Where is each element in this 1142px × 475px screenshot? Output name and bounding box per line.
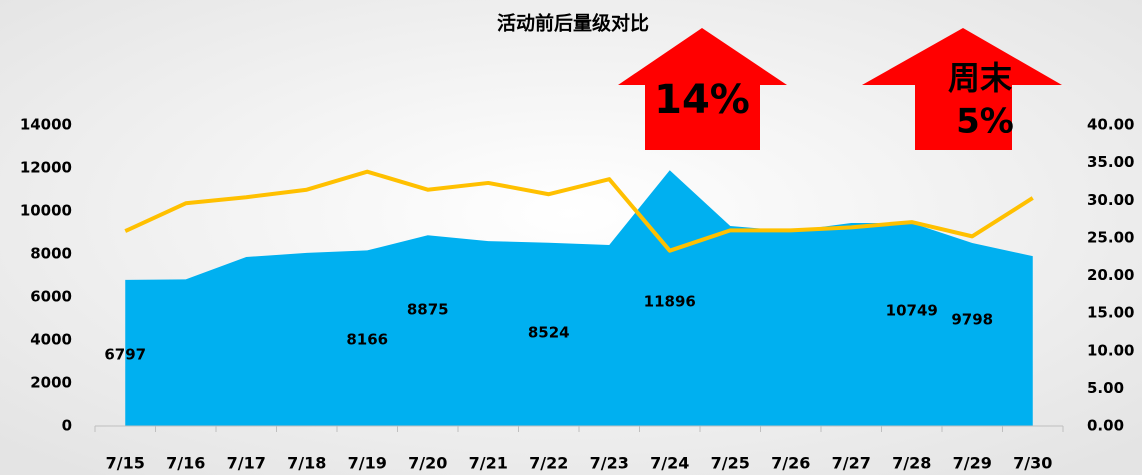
up-arrow xyxy=(862,28,1062,150)
data-label: 8166 xyxy=(346,331,388,349)
up-arrow xyxy=(618,28,787,150)
annotation: 周末 xyxy=(948,59,1012,97)
x-tick-label: 7/20 xyxy=(408,454,447,473)
y-tick-label: 0 xyxy=(62,417,72,435)
y-tick-label: 6000 xyxy=(30,288,72,306)
x-tick-label: 7/22 xyxy=(529,454,568,473)
data-label: 11896 xyxy=(644,293,696,311)
x-tick-label: 7/30 xyxy=(1013,454,1052,473)
x-tick-label: 7/21 xyxy=(469,454,508,473)
data-label: 8875 xyxy=(407,301,449,319)
data-label: 6797 xyxy=(104,346,146,364)
y2-tick-label: 20.00 xyxy=(1087,266,1134,284)
x-tick-label: 7/19 xyxy=(348,454,387,473)
y2-tick-label: 40.00 xyxy=(1087,116,1134,134)
y-tick-label: 4000 xyxy=(30,331,72,349)
plot: 0 2000 4000 6000 8000 10000 12000 14000 0.00 5.00… xyxy=(20,116,1135,473)
y-tick-label: 14000 xyxy=(20,116,72,134)
annotation: 5% xyxy=(956,102,1014,142)
x-tick-label: 7/25 xyxy=(711,454,750,473)
y-tick-label: 8000 xyxy=(30,245,72,263)
y-tick-label: 12000 xyxy=(20,159,72,177)
x-tick-label: 7/27 xyxy=(832,454,871,473)
area xyxy=(125,170,1033,426)
x-tick-label: 7/29 xyxy=(953,454,992,473)
data-label: 8524 xyxy=(528,324,570,342)
x-tick-label: 7/28 xyxy=(892,454,931,473)
y2-tick-label: 30.00 xyxy=(1087,191,1134,209)
x-tick-label: 7/18 xyxy=(287,454,326,473)
y2-tick-label: 35.00 xyxy=(1087,153,1134,171)
data-label: 9798 xyxy=(951,311,993,329)
y2-tick-label: 10.00 xyxy=(1087,341,1134,359)
y2-tick-label: 15.00 xyxy=(1087,304,1134,322)
annotation: 14% xyxy=(654,77,750,123)
y2-tick-label: 25.00 xyxy=(1087,228,1134,246)
x-tick-label: 7/16 xyxy=(166,454,205,473)
y-tick-label: 2000 xyxy=(30,374,72,392)
x-tick-label: 7/26 xyxy=(771,454,810,473)
x-tick-label: 7/15 xyxy=(106,454,145,473)
y-tick-label: 10000 xyxy=(20,202,72,220)
x-tick-label: 7/24 xyxy=(650,454,689,473)
y2-tick-label: 0.00 xyxy=(1087,417,1124,435)
y2-tick-label: 5.00 xyxy=(1087,379,1124,397)
data-label: 10749 xyxy=(886,302,938,320)
x-tick-label: 7/17 xyxy=(227,454,266,473)
chart-title: 活动前后量级对比 xyxy=(497,12,649,35)
line xyxy=(124,169,1034,253)
x-tick-label: 7/23 xyxy=(590,454,629,473)
